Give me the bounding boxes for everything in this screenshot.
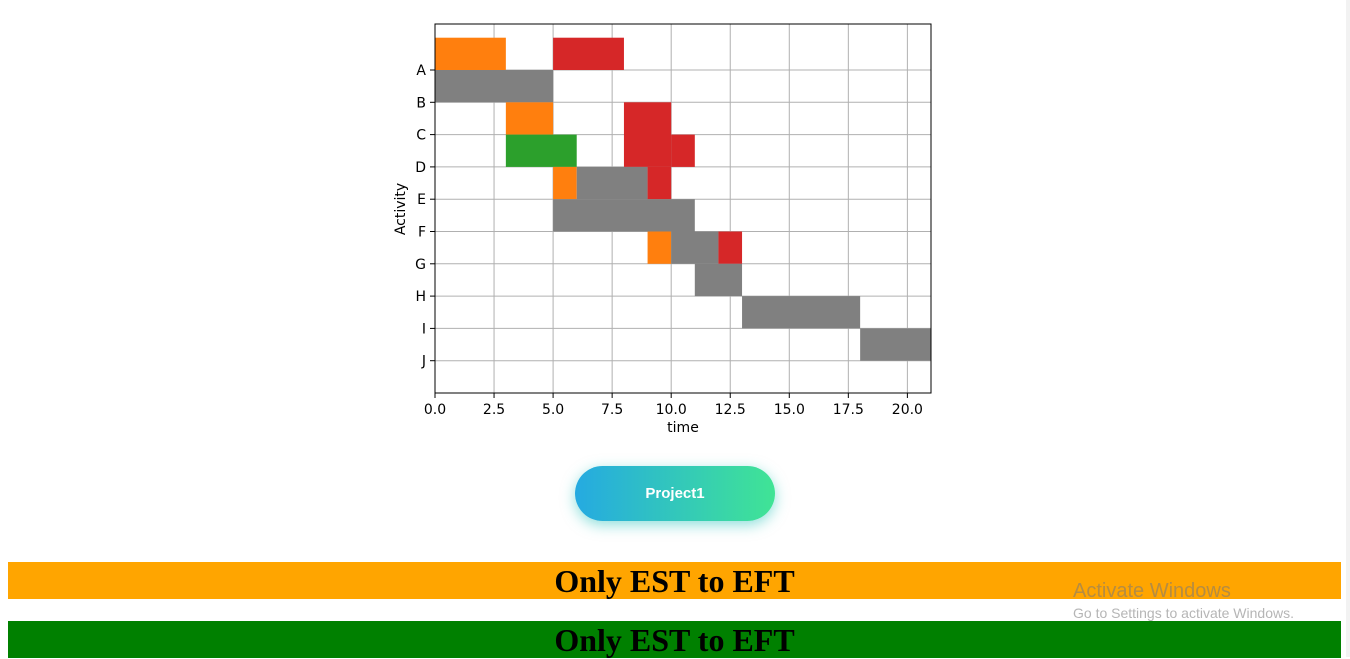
y-tick-label: H xyxy=(415,289,426,305)
y-tick-label: E xyxy=(417,192,426,208)
gantt-bar-grey xyxy=(435,70,554,103)
gantt-bar-grey xyxy=(671,231,719,264)
x-tick-label: 20.0 xyxy=(892,402,923,418)
y-tick-label: A xyxy=(416,63,426,79)
y-tick-label: G xyxy=(415,257,426,273)
watermark-subtitle: Go to Settings to activate Windows. xyxy=(1073,605,1294,621)
gantt-bar-orange xyxy=(435,37,506,70)
y-tick-label: C xyxy=(416,128,426,144)
est-eft-banner-green: Only EST to EFT xyxy=(8,621,1341,658)
gantt-bar-orange xyxy=(647,231,672,264)
y-tick-label: F xyxy=(418,225,426,241)
x-tick-label: 12.5 xyxy=(715,402,746,418)
gantt-bar-grey xyxy=(860,328,931,361)
y-tick-label: B xyxy=(416,95,426,111)
x-tick-label: 15.0 xyxy=(774,402,805,418)
gantt-bar-grey xyxy=(694,263,743,297)
x-tick-label: 0.0 xyxy=(424,402,446,418)
gantt-bar-red xyxy=(718,231,743,264)
gantt-bar-grey xyxy=(576,166,648,200)
gantt-bar-green xyxy=(505,134,577,167)
x-tick-label: 2.5 xyxy=(483,402,505,418)
page-scrollbar[interactable] xyxy=(1346,0,1350,657)
gantt-bar-red xyxy=(671,134,695,167)
project1-button[interactable]: Project1 xyxy=(575,466,775,521)
gantt-bar-grey xyxy=(742,296,861,329)
gantt-bar-orange xyxy=(505,102,554,135)
gantt-chart: 0.0 2.5 5.0 7.5 10.0 12.5 15.0 17.5 20.0 AB CDE FGH… xyxy=(393,23,932,436)
x-tick-label: 10.0 xyxy=(656,402,687,418)
gantt-bar-grey xyxy=(553,199,695,232)
x-axis-label: time xyxy=(667,420,699,436)
y-tick-label: J xyxy=(421,354,426,370)
gantt-bar-red xyxy=(553,37,624,70)
bar-layer xyxy=(435,37,931,361)
gantt-bar-red xyxy=(647,166,672,200)
x-tick-label: 17.5 xyxy=(833,402,864,418)
x-tick-label: 5.0 xyxy=(542,402,564,418)
gantt-bar-red xyxy=(623,102,672,167)
est-eft-banner-orange: Only EST to EFT xyxy=(8,562,1341,599)
y-axis-label: Activity xyxy=(393,183,409,235)
plot-frame xyxy=(434,23,932,394)
y-tick-label: D xyxy=(415,160,426,176)
y-tick-label: I xyxy=(422,321,426,337)
axis-ticks: 0.0 2.5 5.0 7.5 10.0 12.5 15.0 17.5 20.0 AB CDE FGH… xyxy=(415,63,923,418)
x-tick-label: 7.5 xyxy=(601,402,623,418)
gantt-bar-orange xyxy=(553,166,577,200)
